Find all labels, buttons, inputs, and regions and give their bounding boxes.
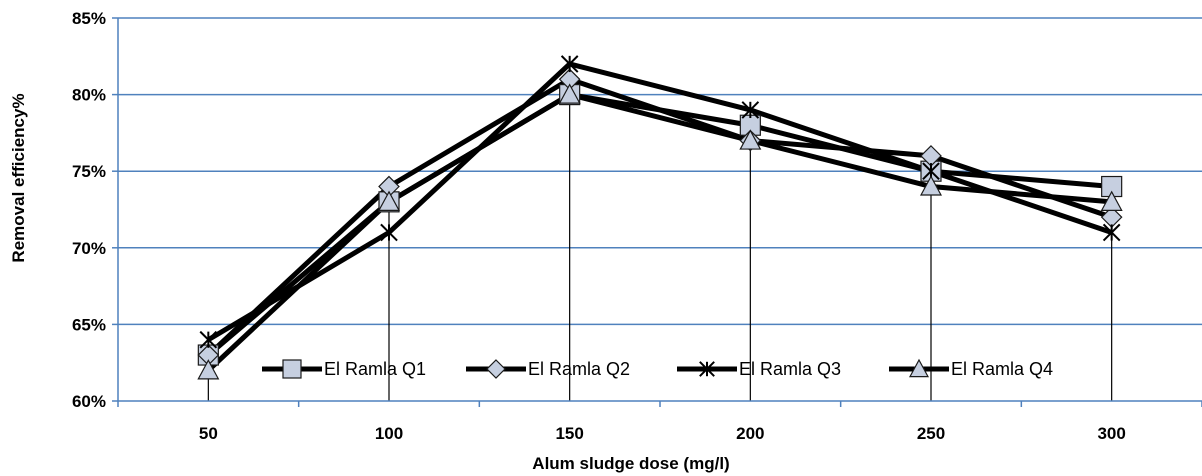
y-axis-ticks: 60% 65% 70% 75% 80% 85% (72, 9, 118, 411)
star-marker (741, 101, 760, 119)
series-4-points (197, 83, 1123, 380)
star-marker (560, 55, 579, 73)
diamond-marker (486, 359, 506, 379)
star-marker (199, 330, 218, 349)
x-axis-ticks: 50 100 150 200 250 300 (117, 401, 1202, 443)
legend-label: El Ramla Q1 (324, 359, 426, 379)
series-line (206, 76, 1113, 357)
triangle-marker (558, 83, 581, 104)
legend: El Ramla Q1 El Ramla Q2 El Ramla Q3 El Raml… (262, 358, 1053, 379)
y-tick-label: 85% (72, 9, 106, 28)
triangle-marker (739, 129, 762, 150)
legend-item: El Ramla Q4 (889, 358, 1053, 379)
y-tick-label: 65% (72, 315, 106, 334)
x-tick-label: 50 (199, 424, 218, 443)
triangle-marker (1100, 190, 1123, 211)
star-marker (699, 361, 715, 377)
legend-item: El Ramla Q2 (466, 359, 630, 379)
triangle-marker (197, 359, 220, 380)
star-marker (380, 223, 398, 242)
x-tick-label: 250 (917, 424, 945, 443)
series-3 (207, 61, 1113, 342)
y-tick-label: 80% (72, 86, 106, 105)
series-line (207, 61, 1113, 342)
legend-label: El Ramla Q3 (739, 359, 841, 379)
star-marker (1102, 223, 1121, 242)
triangle-marker (919, 175, 943, 196)
y-tick-label: 70% (72, 239, 106, 258)
series-group (197, 55, 1123, 380)
y-tick-label: 75% (72, 162, 106, 181)
x-tick-label: 300 (1097, 424, 1125, 443)
series-3-points (199, 55, 1121, 349)
legend-item: El Ramla Q1 (262, 359, 426, 379)
triangle-marker (377, 190, 401, 211)
gridlines (118, 17, 1202, 326)
x-tick-label: 150 (555, 424, 583, 443)
legend-item: El Ramla Q3 (677, 359, 841, 379)
y-axis-title: Removal efficiency% (9, 93, 28, 262)
x-axis-title: Alum sludge dose (mg/l) (532, 454, 729, 473)
series-line (206, 92, 1112, 373)
legend-label: El Ramla Q2 (528, 359, 630, 379)
series-1 (206, 92, 1112, 357)
square-marker (282, 359, 302, 379)
triangle-marker (908, 358, 930, 378)
y-tick-label: 60% (72, 392, 106, 411)
series-2 (206, 76, 1113, 357)
x-tick-label: 100 (375, 424, 403, 443)
x-tick-label: 200 (736, 424, 764, 443)
series-2-points (197, 68, 1123, 366)
drop-lines (207, 63, 1113, 401)
series-4 (206, 92, 1112, 373)
series-line (206, 92, 1112, 357)
legend-label: El Ramla Q4 (951, 359, 1053, 379)
series-1-points (197, 83, 1123, 366)
